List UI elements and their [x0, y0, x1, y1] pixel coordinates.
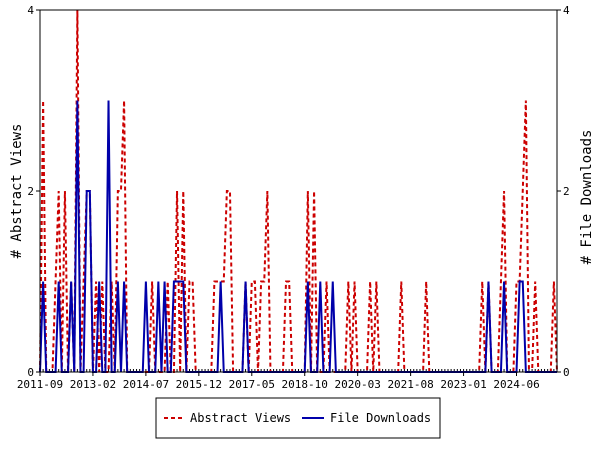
right-y-tick-label: 0 [563, 366, 570, 379]
x-tick-label: 2020-03 [334, 378, 380, 391]
x-tick-label: 2011-09 [17, 378, 63, 391]
right-y-tick-label: 4 [563, 4, 570, 17]
x-tick-label: 2014-07 [123, 378, 169, 391]
left-y-tick-label: 2 [27, 185, 34, 198]
x-tick-label: 2024-06 [493, 378, 539, 391]
right-axis-ticks: 0 2 4 [557, 4, 570, 379]
left-axis-ticks: 0 2 4 [27, 4, 40, 379]
left-axis-title: # Abstract Views [9, 124, 25, 259]
right-axis-title: # File Downloads [579, 130, 595, 265]
left-y-tick-label: 4 [27, 4, 34, 17]
x-tick-label: 2013-02 [70, 378, 116, 391]
right-y-tick-label: 2 [563, 185, 570, 198]
legend-label-abstract-views: Abstract Views [190, 411, 291, 425]
x-axis-ticks: 2011-09 2013-02 2014-07 2015-12 2017-05 2018-… [17, 372, 540, 391]
x-tick-label: 2023-01 [440, 378, 486, 391]
x-tick-label: 2018-10 [282, 378, 328, 391]
x-tick-label: 2021-08 [387, 378, 433, 391]
series-line-file-downloads [39, 100, 557, 373]
legend-box [155, 397, 441, 439]
left-y-tick-label: 0 [27, 366, 34, 379]
x-tick-label: 2015-12 [176, 378, 222, 391]
x-tick-label: 2017-05 [229, 378, 275, 391]
plot-area [39, 9, 558, 373]
legend: Abstract Views File Downloads [155, 397, 441, 439]
legend-label-file-downloads: File Downloads [330, 411, 431, 425]
